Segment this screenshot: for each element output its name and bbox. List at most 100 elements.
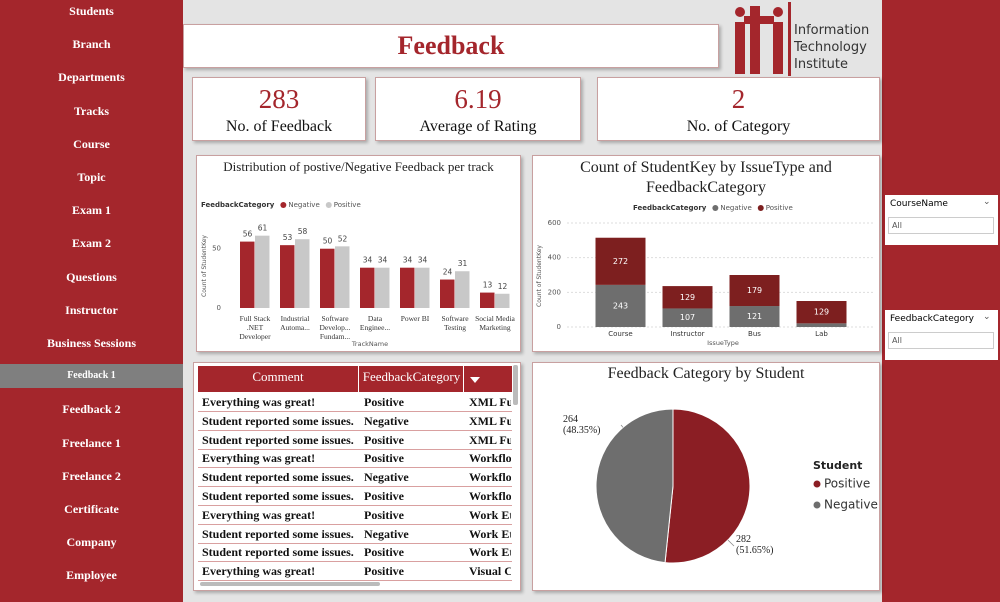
table-header — [198, 366, 512, 392]
slicer-dropdown[interactable]: All — [888, 332, 994, 349]
x-tick-label-box: Power BI — [401, 314, 430, 323]
table-panel: Comment FeedbackCategory Everything was gr… — [193, 362, 521, 591]
table-cell: XML Fu — [469, 395, 511, 409]
data-label: 34 — [403, 256, 413, 265]
row-divider — [198, 580, 512, 582]
kpi-card: 6.19 Average of Rating — [375, 77, 581, 141]
table-cell: Positive — [364, 507, 404, 522]
legend-marker — [813, 501, 821, 509]
table-cell: Positive — [364, 451, 404, 466]
chart-panel: Distribution of postive/Negative Feedbac… — [196, 155, 521, 352]
chart-title: Count of StudentKey by IssueType and Fee… — [580, 159, 832, 196]
leader-line — [727, 539, 735, 547]
nav-item[interactable]: Feedback 1 — [0, 364, 183, 389]
nav-item[interactable]: Business Sessions — [46, 336, 137, 350]
nav-item[interactable]: Branch — [72, 37, 111, 52]
data-label: 12 — [498, 282, 508, 291]
table-cell: Work Et — [469, 545, 511, 560]
leader-line — [620, 424, 624, 428]
table-cell: Student reported some issues. — [202, 526, 354, 541]
data-label: 34 — [378, 256, 388, 265]
y-tick-label: 200 — [548, 288, 561, 296]
data-label: 107 — [680, 313, 695, 322]
table-cell: Negative — [364, 526, 409, 541]
bar — [280, 245, 295, 308]
table-cell: Workflo — [469, 470, 511, 485]
nav-sidebar: Students Branch Departments Tracks Course Top… — [0, 0, 183, 602]
chevron: ⌄ — [983, 312, 991, 322]
bar-segment — [662, 308, 713, 327]
kpi-card: 2 No. of Category — [597, 77, 880, 141]
bar-segment — [796, 301, 847, 324]
bar — [320, 248, 335, 308]
bar-segment — [595, 284, 646, 327]
y-tick-label: 600 — [548, 219, 561, 227]
chart: 282 (51.65%) 264 (48.35%) Student Positive N… — [563, 408, 878, 564]
pie-slice — [664, 408, 751, 564]
row-divider — [198, 505, 512, 506]
nav-item[interactable]: Freelance 2 — [62, 468, 121, 483]
slicer[interactable]: FeedbackCategory ⌄ All — [885, 310, 998, 360]
scrollbar[interactable] — [200, 582, 380, 586]
table-cell: Everything was great! — [202, 395, 316, 409]
x-tick-label: Course — [608, 330, 632, 338]
legend-title: FeedbackCategory — [633, 204, 707, 212]
row-divider — [198, 561, 512, 563]
data-label: 58 — [298, 227, 308, 236]
x-axis-label: TrackName — [351, 340, 388, 348]
x-tick-label-box: Full Stack .NET Developer — [239, 314, 270, 341]
data-label: 34 — [418, 256, 428, 265]
y-axis-label: Count of StudentKey — [201, 235, 208, 297]
table-cell: Everything was great! — [202, 564, 316, 579]
logo: Information Technology Institute — [728, 2, 880, 78]
nav-item[interactable]: Instructor — [65, 302, 118, 317]
table-cell: Workflo — [469, 489, 511, 503]
filter-pane — [882, 0, 1000, 602]
data-label: 52 — [338, 234, 348, 243]
nav-item[interactable]: Freelance 1 — [62, 435, 121, 450]
scrollbar[interactable] — [513, 365, 518, 405]
legend-title: FeedbackCategory — [201, 201, 275, 209]
data-label-box: 264 (48.35%) — [563, 414, 601, 436]
nav-item[interactable]: Company — [66, 535, 117, 550]
data-label: 56 — [243, 230, 253, 239]
nav-item[interactable]: Questions — [66, 269, 117, 284]
nav-item[interactable]: Exam 2 — [72, 236, 111, 251]
chart-panel: Feedback Category by Student 282 (51.65%… — [532, 362, 880, 591]
title-box: Feedback — [183, 24, 719, 68]
kpi-card: 283 No. of Feedback — [192, 77, 366, 141]
x-tick-label-box: Software Develop... Fundam... — [319, 314, 350, 341]
data-label: 13 — [483, 281, 493, 290]
nav-item[interactable]: Students — [69, 4, 114, 18]
nav-item[interactable]: Topic — [77, 170, 106, 184]
bar-segment — [796, 323, 847, 327]
legend-label: Positive — [766, 204, 793, 212]
nav-item[interactable]: Employee — [66, 568, 117, 583]
bar — [480, 292, 495, 308]
slicer-title: CourseName — [890, 199, 948, 209]
nav-item[interactable]: Certificate — [64, 502, 119, 516]
nav-item[interactable]: Exam 1 — [72, 203, 111, 218]
x-tick-label: Software Testing — [441, 314, 469, 332]
page-title: Feedback — [397, 31, 505, 60]
x-tick-label: Data Enginee... — [359, 314, 391, 332]
data-label: 282 (51.65%) — [736, 534, 774, 556]
chart-title: Distribution of postive/Negative Feedbac… — [223, 159, 494, 174]
legend-marker — [280, 202, 287, 208]
slicer-dropdown[interactable]: All — [888, 217, 994, 234]
x-tick-label-box: Social Media Marketing — [475, 314, 515, 332]
table-cell: Positive — [364, 545, 404, 560]
bar-segment — [662, 286, 713, 309]
bar-segment — [729, 306, 780, 327]
data-label: 179 — [747, 286, 762, 295]
nav-item[interactable]: Feedback 2 — [62, 402, 121, 417]
nav-item[interactable]: Departments — [58, 70, 125, 85]
sort-arrow[interactable] — [470, 377, 480, 383]
table-cell: Everything was great! — [202, 451, 316, 466]
slicer[interactable]: CourseName ⌄ All — [885, 195, 998, 245]
table-cell: Student reported some issues. — [202, 489, 354, 503]
chart-title: Feedback Category by Student — [607, 365, 805, 382]
nav-item[interactable]: Course — [73, 136, 110, 151]
legend-marker — [325, 202, 332, 208]
nav-item[interactable]: Tracks — [73, 103, 110, 118]
